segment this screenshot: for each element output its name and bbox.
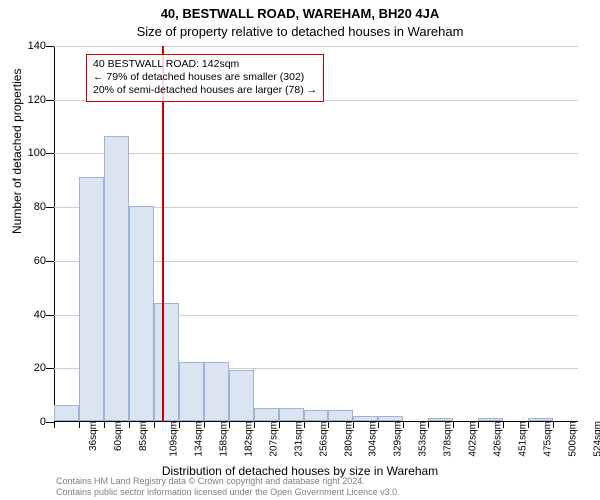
y-tick	[46, 153, 54, 154]
histogram-bar	[179, 362, 204, 421]
y-tick	[46, 207, 54, 208]
x-tick	[403, 422, 404, 428]
histogram-bar	[304, 410, 329, 421]
histogram-bar	[54, 405, 79, 421]
x-tick	[254, 422, 255, 428]
y-tick	[46, 261, 54, 262]
x-tick	[503, 422, 504, 428]
x-tick-label: 36sqm	[88, 421, 99, 451]
x-tick	[428, 422, 429, 428]
y-tick-label: 140	[16, 40, 46, 52]
annotation-box: 40 BESTWALL ROAD: 142sqm ← 79% of detach…	[86, 54, 324, 102]
x-tick	[179, 422, 180, 428]
y-tick-label: 60	[16, 255, 46, 267]
x-tick	[328, 422, 329, 428]
y-tick	[46, 315, 54, 316]
footer-line: Contains public sector information licen…	[56, 487, 588, 497]
histogram-bar	[279, 408, 304, 421]
histogram-bar	[328, 410, 353, 421]
histogram-plot: 02040608010012014036sqm60sqm85sqm109sqm1…	[54, 46, 578, 422]
y-tick	[46, 368, 54, 369]
y-tick-label: 20	[16, 362, 46, 374]
histogram-bar	[254, 408, 279, 421]
x-tick	[453, 422, 454, 428]
page-subtitle: Size of property relative to detached ho…	[0, 24, 600, 39]
histogram-bar	[104, 136, 129, 421]
annotation-line: 20% of semi-detached houses are larger (…	[93, 84, 317, 97]
x-tick	[378, 422, 379, 428]
histogram-bar	[129, 206, 154, 421]
x-tick	[79, 422, 80, 428]
gridline	[54, 46, 578, 47]
footer-attribution: Contains HM Land Registry data © Crown c…	[56, 476, 588, 497]
x-tick	[478, 422, 479, 428]
histogram-bar	[229, 370, 254, 421]
x-tick	[553, 422, 554, 428]
y-axis-line	[54, 46, 55, 422]
annotation-line: 40 BESTWALL ROAD: 142sqm	[93, 58, 317, 71]
x-tick	[229, 422, 230, 428]
y-tick-label: 0	[16, 416, 46, 428]
y-tick-label: 80	[16, 201, 46, 213]
x-tick	[353, 422, 354, 428]
y-tick-label: 40	[16, 309, 46, 321]
histogram-bar	[79, 177, 104, 421]
x-tick-label: 85sqm	[138, 421, 149, 451]
x-tick	[154, 422, 155, 428]
y-tick	[46, 100, 54, 101]
histogram-bar	[204, 362, 229, 421]
x-tick-label: 60sqm	[113, 421, 124, 451]
x-tick	[104, 422, 105, 428]
x-tick	[54, 422, 55, 428]
x-tick	[129, 422, 130, 428]
page-title: 40, BESTWALL ROAD, WAREHAM, BH20 4JA	[0, 6, 600, 21]
reference-line	[162, 46, 164, 422]
y-tick-label: 120	[16, 94, 46, 106]
x-tick	[304, 422, 305, 428]
x-tick-label: 500sqm	[568, 421, 579, 457]
x-tick	[528, 422, 529, 428]
annotation-line: ← 79% of detached houses are smaller (30…	[93, 71, 317, 84]
x-tick	[204, 422, 205, 428]
y-tick-label: 100	[16, 147, 46, 159]
histogram-bar	[154, 303, 179, 421]
y-tick	[46, 46, 54, 47]
y-tick	[46, 422, 54, 423]
x-tick-label: 524sqm	[593, 421, 600, 457]
footer-line: Contains HM Land Registry data © Crown c…	[56, 476, 588, 486]
x-tick	[279, 422, 280, 428]
gridline	[54, 153, 578, 154]
